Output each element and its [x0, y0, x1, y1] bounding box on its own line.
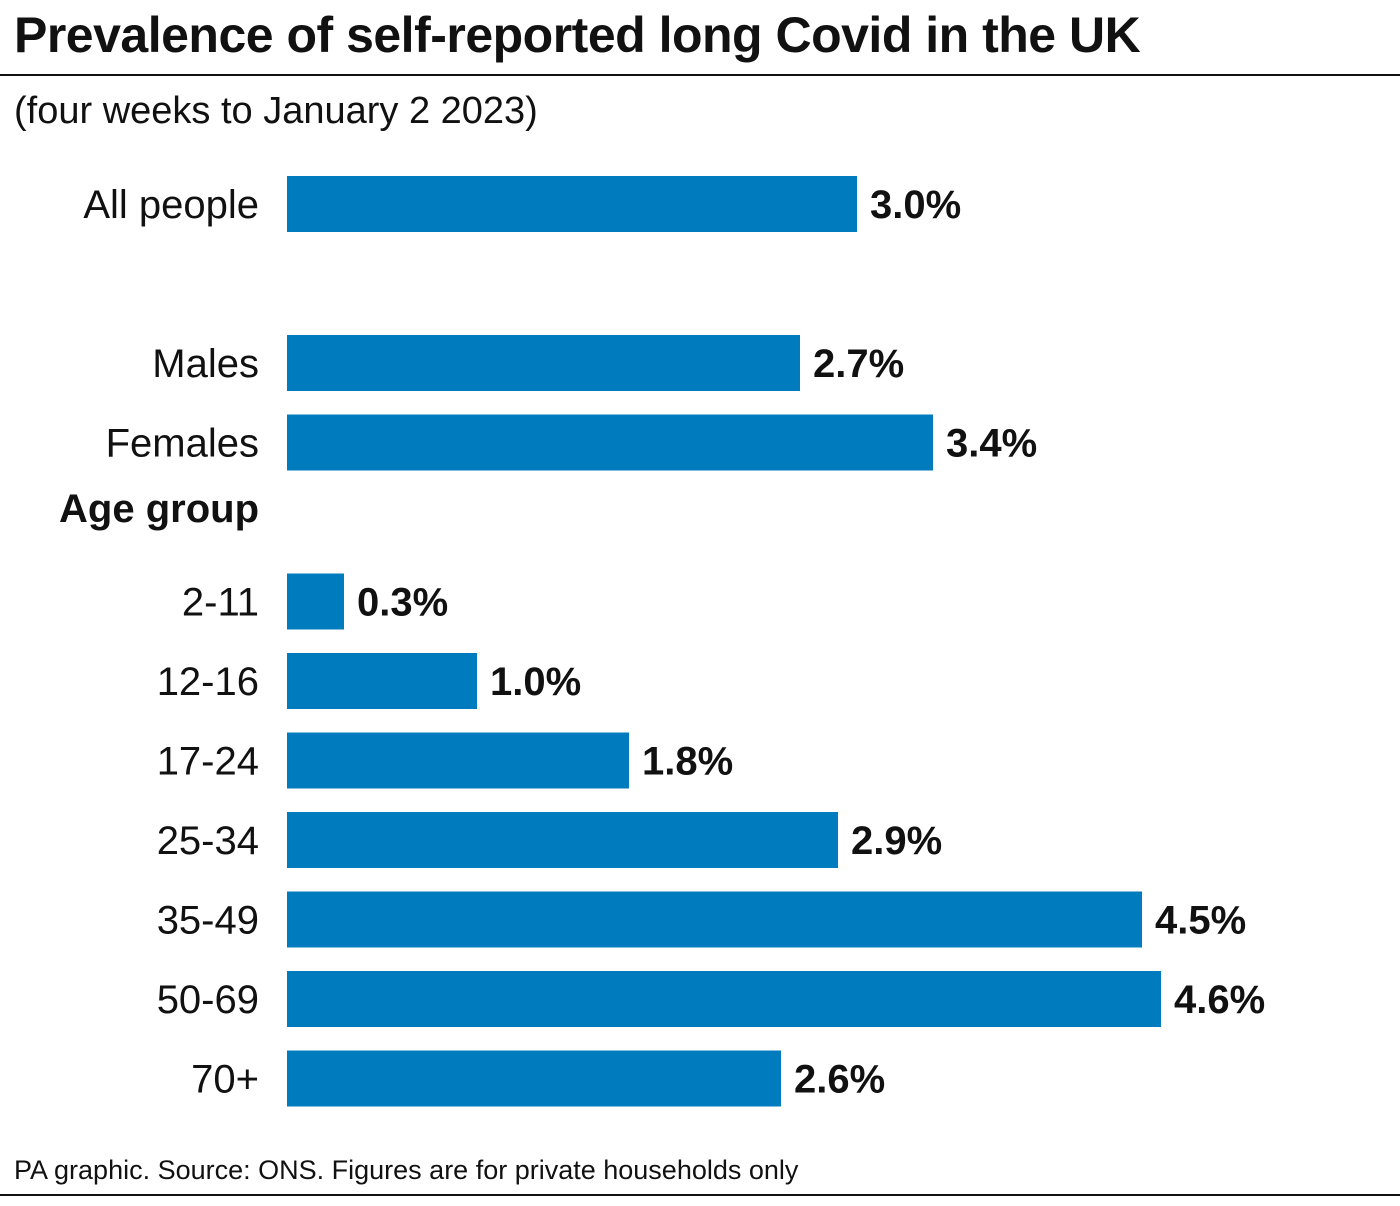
category-label-25-34: 25-34	[157, 819, 259, 863]
value-label-all-people: 3.0%	[870, 183, 961, 227]
chart-subtitle: (four weeks to January 2 2023)	[14, 90, 538, 132]
category-label-50-69: 50-69	[157, 978, 259, 1022]
bar-all-people	[287, 176, 857, 232]
bar-25-34	[287, 812, 838, 868]
value-label-males: 2.7%	[813, 342, 904, 386]
value-label-12-16: 1.0%	[490, 660, 581, 704]
value-label-17-24: 1.8%	[642, 740, 733, 784]
category-label-all-people: All people	[83, 183, 259, 227]
value-label-2-11: 0.3%	[357, 581, 448, 625]
bar-males	[287, 335, 800, 391]
value-label-70: 2.6%	[794, 1058, 885, 1102]
footer-divider	[0, 1194, 1400, 1196]
category-label-12-16: 12-16	[157, 660, 259, 704]
bar-35-49	[287, 891, 1142, 948]
bar-50-69	[287, 971, 1161, 1027]
bar-females	[287, 414, 933, 471]
section-heading-age-group: Age group	[59, 487, 259, 531]
category-label-70: 70+	[191, 1058, 259, 1102]
title-divider	[0, 74, 1400, 76]
value-label-females: 3.4%	[946, 422, 1037, 466]
chart-title: Prevalence of self-reported long Covid i…	[14, 7, 1141, 63]
category-label-35-49: 35-49	[157, 899, 259, 943]
value-label-25-34: 2.9%	[851, 819, 942, 863]
bar-17-24	[287, 732, 629, 789]
category-label-females: Females	[106, 422, 259, 466]
category-label-17-24: 17-24	[157, 740, 259, 784]
category-label-2-11: 2-11	[182, 581, 259, 625]
bar-70	[287, 1050, 781, 1107]
bar-chart: All people 3.0% Males 2.7% Females 3.4% Age gr…	[59, 176, 1265, 1107]
value-label-35-49: 4.5%	[1155, 899, 1246, 943]
bar-12-16	[287, 653, 477, 709]
category-label-males: Males	[152, 342, 259, 386]
bar-2-11	[287, 573, 344, 630]
value-label-50-69: 4.6%	[1174, 978, 1265, 1022]
source-footer: PA graphic. Source: ONS. Figures are for…	[14, 1155, 799, 1185]
